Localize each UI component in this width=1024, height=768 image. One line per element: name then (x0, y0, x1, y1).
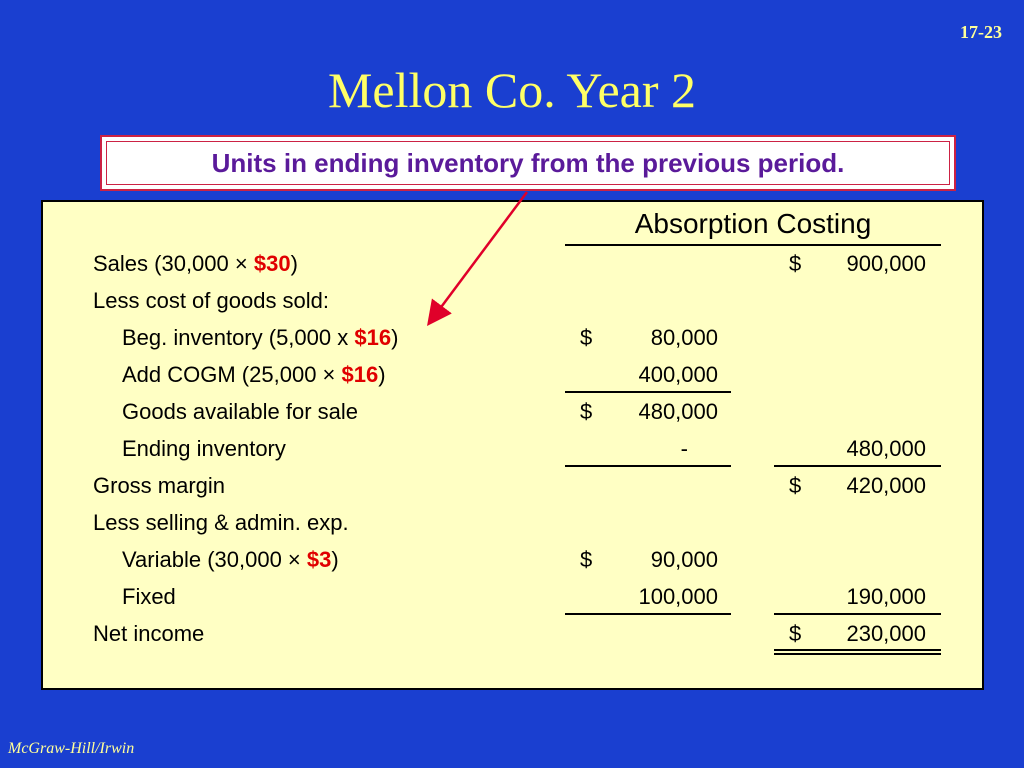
dollar-sign: $ (580, 547, 593, 572)
row-label: Add COGM (25,000 × $16) (122, 362, 386, 387)
income-statement-panel: Absorption Costing Sales (30,000 × $30) … (41, 200, 984, 690)
dollar-sign: $ (789, 251, 802, 276)
row-label: Net income (93, 621, 205, 646)
row-ending-inventory: Ending inventory - 480,000 (43, 431, 986, 467)
row-label: Less selling & admin. exp. (93, 510, 349, 535)
subtotal-underline (565, 613, 731, 615)
row-fixed: Fixed 100,000 190,000 (43, 579, 986, 615)
amount-col1: 480,000 (638, 399, 718, 424)
amount-col2: 230,000 (846, 621, 926, 646)
row-label: Beg. inventory (5,000 x $16) (122, 325, 399, 350)
row-add-cogm: Add COGM (25,000 × $16) 400,000 (43, 357, 986, 393)
total-double-underline (774, 649, 941, 651)
dollar-sign: $ (580, 399, 593, 424)
row-label: Variable (30,000 × $3) (122, 547, 339, 572)
callout-box: Units in ending inventory from the previ… (100, 135, 956, 191)
row-net-income: Net income $ 230,000 (43, 616, 986, 652)
callout-text: Units in ending inventory from the previ… (211, 147, 845, 178)
dollar-sign: $ (789, 473, 802, 498)
amount-col2: 900,000 (846, 251, 926, 276)
row-label: Ending inventory (122, 436, 286, 461)
subtotal-underline (565, 391, 731, 393)
subtotal-underline (565, 465, 731, 467)
row-label: Sales (30,000 × $30) (93, 251, 298, 276)
row-less-selling-admin: Less selling & admin. exp. (43, 505, 986, 541)
row-goods-available: Goods available for sale $ 480,000 (43, 394, 986, 430)
row-gross-margin: Gross margin $ 420,000 (43, 468, 986, 504)
amount-col1: 80,000 (650, 325, 718, 350)
dollar-sign: $ (789, 621, 802, 646)
row-variable: Variable (30,000 × $3) $ 90,000 (43, 542, 986, 578)
row-less-cogs: Less cost of goods sold: (43, 283, 986, 319)
slide-title: Mellon Co. Year 2 (327, 62, 697, 118)
amount-col2: 190,000 (846, 584, 926, 609)
amount-col2: 480,000 (846, 436, 926, 461)
amount-col1: 100,000 (638, 584, 718, 609)
publisher-footer: McGraw-Hill/Irwin (8, 740, 135, 757)
total-double-underline (774, 653, 941, 655)
row-beg-inventory: Beg. inventory (5,000 x $16) $ 80,000 (43, 320, 986, 356)
subtotal-underline (774, 613, 941, 615)
row-label: Less cost of goods sold: (93, 288, 330, 313)
header-underline (565, 244, 941, 246)
row-sales: Sales (30,000 × $30) $ 900,000 (43, 246, 986, 282)
subtotal-underline (774, 465, 941, 467)
amount-col1: 90,000 (650, 547, 718, 572)
statement-header: Absorption Costing (634, 208, 872, 239)
amount-col1: 400,000 (638, 362, 718, 387)
slide-number: 17-23 (960, 22, 1002, 42)
row-label: Fixed (122, 584, 176, 609)
row-label: Gross margin (93, 473, 226, 498)
amount-col2: 420,000 (846, 473, 926, 498)
amount-col1: - (680, 436, 688, 461)
dollar-sign: $ (580, 325, 593, 350)
row-label: Goods available for sale (122, 399, 359, 424)
